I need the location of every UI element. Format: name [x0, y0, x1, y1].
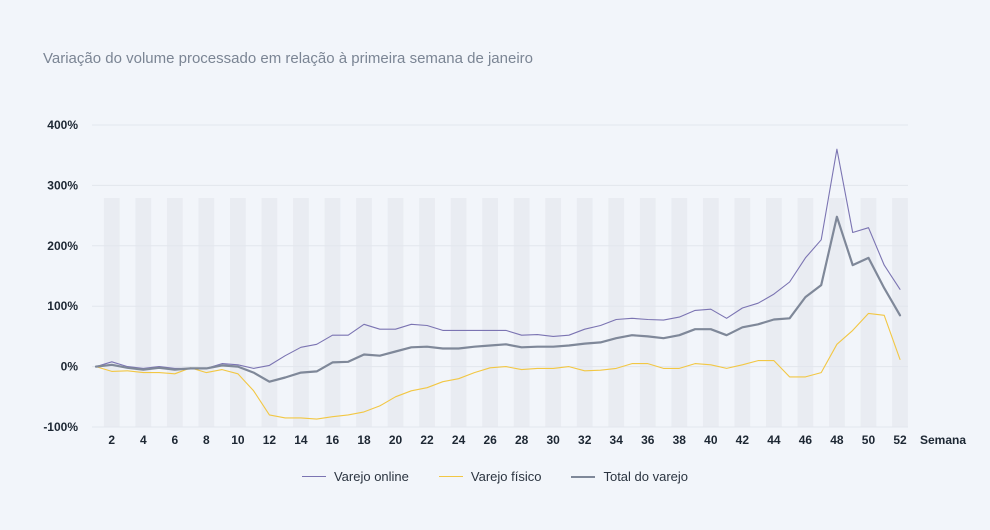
- y-tick-label: 0%: [61, 360, 79, 374]
- band-46: [797, 198, 814, 427]
- band-32: [576, 198, 593, 427]
- band-20: [387, 198, 404, 427]
- x-tick-label: 24: [452, 433, 466, 447]
- x-tick-label: 8: [203, 433, 210, 447]
- legend-item: Varejo físico: [438, 469, 542, 484]
- x-tick-label: 16: [326, 433, 340, 447]
- series-line-1: [95, 312, 901, 420]
- x-tick-label: 42: [736, 433, 750, 447]
- x-tick-label: 44: [767, 433, 781, 447]
- x-axis-ticks: 2 4 6 8 10 12 14 16 18 20 22 24 26 28 30 32 34 36 38 40 42 44…: [108, 433, 966, 447]
- band-36: [639, 198, 656, 427]
- x-tick-label: 10: [231, 433, 245, 447]
- band-30: [545, 198, 562, 427]
- y-tick-label: 100%: [47, 299, 78, 313]
- band-6: [166, 198, 183, 427]
- legend-label: Total do varejo: [603, 469, 689, 484]
- x-tick-label: 2: [108, 433, 115, 447]
- chart-title: Variação do volume processado em relação…: [43, 50, 533, 67]
- y-tick-label: 300%: [47, 178, 78, 192]
- band-4: [135, 198, 152, 427]
- y-tick-label: 200%: [47, 239, 78, 253]
- band-42: [734, 198, 751, 427]
- x-tick-label: 18: [357, 433, 371, 447]
- band-34: [608, 198, 625, 427]
- series-lines: [94, 148, 902, 420]
- legend-swatch: [301, 476, 326, 477]
- band-10: [230, 198, 246, 427]
- band-40: [702, 198, 719, 427]
- band-16: [324, 198, 341, 427]
- band-2: [103, 198, 120, 427]
- band-44: [766, 198, 782, 427]
- legend-swatch: [438, 476, 463, 477]
- band-18: [356, 198, 372, 427]
- x-tick-label: 40: [704, 433, 718, 447]
- band-8: [198, 198, 215, 427]
- x-tick-label: 30: [546, 433, 560, 447]
- x-tick-label: 12: [263, 433, 277, 447]
- x-tick-label: 36: [641, 433, 655, 447]
- x-tick-label: 52: [893, 433, 907, 447]
- legend-label: Varejo físico: [470, 469, 542, 484]
- line-chart: 400%300%200%100%0%-100% 2 4 6 8 10 12 14 16 18 20…: [43, 118, 966, 447]
- legend: Varejo online Varejo físico Total do varej…: [0, 469, 990, 484]
- x-tick-label: 22: [420, 433, 434, 447]
- x-tick-label: 14: [294, 433, 308, 447]
- x-tick-label: 34: [610, 433, 624, 447]
- x-tick-label: 32: [578, 433, 592, 447]
- band-14: [293, 198, 309, 427]
- band-22: [419, 198, 435, 427]
- x-tick-label: 20: [389, 433, 403, 447]
- x-axis-label: Semana: [920, 433, 966, 447]
- x-tick-label: 48: [830, 433, 844, 447]
- band-24: [450, 198, 467, 427]
- x-tick-label: 28: [515, 433, 529, 447]
- band-50: [860, 198, 877, 427]
- band-38: [671, 198, 688, 427]
- band-48: [829, 198, 845, 427]
- y-axis-ticks: 400% 300% 200% 100% 0% -100%: [43, 118, 78, 434]
- band-26: [482, 198, 498, 427]
- series-line-2: [94, 215, 902, 383]
- x-tick-label: 4: [140, 433, 147, 447]
- x-tick-label: 6: [171, 433, 178, 447]
- y-tick-label: -100%: [43, 420, 78, 434]
- legend-item: Total do varejo: [571, 469, 688, 484]
- x-tick-label: 50: [862, 433, 876, 447]
- series-line-0: [95, 148, 901, 369]
- legend-swatch: [571, 475, 596, 478]
- band-28: [513, 198, 530, 427]
- y-tick-label: 400%: [47, 118, 78, 132]
- band-12: [261, 198, 278, 427]
- background-bands: [103, 198, 908, 427]
- x-tick-label: 26: [483, 433, 497, 447]
- legend-item: Varejo online: [301, 469, 409, 484]
- band-52: [892, 198, 908, 427]
- x-tick-label: 46: [799, 433, 813, 447]
- legend-label: Varejo online: [333, 469, 409, 484]
- gridlines: [92, 124, 908, 428]
- x-tick-label: 38: [673, 433, 687, 447]
